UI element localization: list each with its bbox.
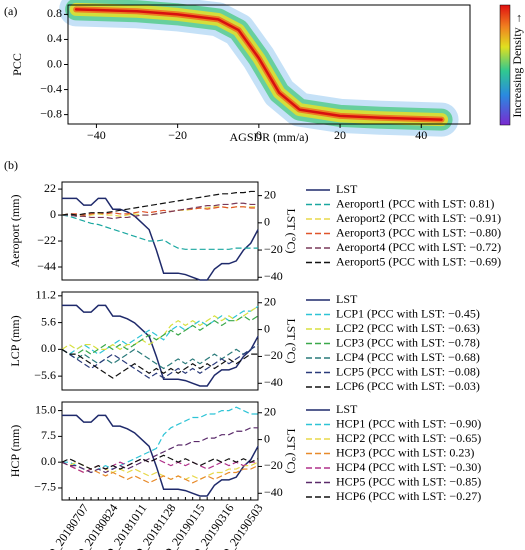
x-tick-label: −40: [87, 128, 106, 142]
x-tick-label: 40: [415, 128, 427, 142]
y2-tick-label: −40: [264, 485, 283, 499]
y2-tick-label: 0: [264, 215, 270, 229]
panel-label: (a): [4, 4, 17, 18]
legend-label: LST: [336, 402, 358, 416]
legend-label: LCP4 (PCC with LST: −0.68): [336, 350, 480, 364]
legend-label: LST: [336, 292, 358, 306]
y-tick-label: −7.5: [34, 480, 56, 494]
y2-tick-label: 20: [264, 294, 276, 308]
legend-label: LCP2 (PCC with LST: −0.63): [336, 321, 480, 335]
x-tick-label: 20: [334, 128, 346, 142]
series-line: [62, 202, 258, 220]
y-tick-label: −0.4: [40, 81, 62, 95]
series-line: [61, 214, 258, 250]
legend-label: HCP4 (PCC with LST: −0.30): [336, 460, 481, 474]
series-line: [61, 206, 258, 216]
y2-tick-label: −40: [264, 269, 283, 283]
y-tick-label: 5.6: [41, 314, 56, 328]
legend-label: LCP5 (PCC with LST: −0.08): [336, 364, 480, 378]
series-line: [61, 344, 259, 379]
y-tick-label: −22: [37, 233, 56, 247]
y2-axis-label: LST (°C): [284, 209, 298, 254]
legend-label: Aeroport4 (PCC with LST: −0.72): [336, 240, 501, 254]
series-line: [61, 461, 259, 484]
y-tick-label: 0.0: [47, 56, 62, 70]
legend-label: Aeroport1 (PCC with LST: 0.81): [336, 196, 494, 210]
plot-frame: [61, 401, 259, 501]
legend-label: LCP6 (PCC with LST: −0.03): [336, 379, 480, 393]
y-tick-label: −0.8: [40, 106, 62, 120]
y-tick-label: 0.8: [47, 6, 62, 20]
series-line: [62, 414, 259, 497]
x-tick-label: −20: [168, 128, 187, 142]
series-line: [61, 305, 259, 351]
y-tick-label: 0: [50, 207, 56, 221]
y-tick-label: 0.0: [41, 341, 56, 355]
y2-tick-label: 20: [264, 187, 276, 201]
legend-label: HCP3 (PCC with LST: 0.23): [336, 445, 474, 459]
colorbar-label: Increasing Density →: [510, 12, 524, 117]
y2-axis-label: LST (°C): [284, 319, 298, 364]
y2-tick-label: −40: [264, 375, 283, 389]
colorbar: [499, 4, 511, 126]
y-axis-label: HCP (mm): [8, 425, 22, 478]
density-band: [74, 8, 443, 121]
y-axis-label: LCP (mm): [8, 315, 22, 366]
legend-label: Aeroport3 (PCC with LST: −0.80): [336, 225, 501, 239]
x-tick-label: 0: [256, 128, 262, 142]
series-line: [61, 454, 259, 470]
y2-tick-label: −20: [264, 242, 283, 256]
series-line: [61, 458, 258, 474]
y-axis-label: PCC: [10, 53, 24, 76]
plot-frame: [61, 291, 259, 391]
y-tick-label: 15.0: [35, 402, 56, 416]
y2-tick-label: −20: [264, 348, 283, 362]
y-tick-label: −5.6: [34, 368, 56, 382]
y2-axis-label: LST (°C): [284, 429, 298, 474]
legend-label: LCP3 (PCC with LST: −0.78): [336, 335, 480, 349]
legend-label: LST: [336, 182, 358, 196]
series-line: [61, 315, 259, 355]
y2-tick-label: −20: [264, 458, 283, 472]
legend-label: HCP2 (PCC with LST: −0.65): [336, 431, 481, 445]
y2-tick-label: 20: [264, 404, 276, 418]
series-line: [62, 304, 259, 387]
series-line: [61, 190, 258, 216]
series-line: [62, 406, 258, 474]
y-tick-label: 7.5: [41, 428, 56, 442]
legend-label: Aeroport5 (PCC with LST: −0.69): [336, 254, 501, 268]
plot-frame: [61, 181, 259, 281]
y-tick-label: 0.4: [47, 31, 62, 45]
legend-label: LCP1 (PCC with LST: −0.45): [336, 306, 480, 320]
legend-label: Aeroport2 (PCC with LST: −0.91): [336, 211, 501, 225]
series-line: [62, 197, 259, 281]
series-line: [61, 348, 258, 379]
legend-label: HCP5 (PCC with LST: −0.85): [336, 474, 481, 488]
y2-tick-label: 0: [264, 321, 270, 335]
y-tick-label: −44: [37, 259, 56, 273]
y-tick-label: 0.0: [41, 454, 56, 468]
y2-tick-label: 0: [264, 431, 270, 445]
x-axis-label: AGSDR (mm/a): [230, 130, 309, 144]
y-tick-label: 11.2: [35, 288, 56, 302]
y-axis-label: Aeroport (mm): [8, 195, 22, 268]
legend-label: HCP1 (PCC with LST: −0.90): [336, 416, 481, 430]
y-tick-label: 22: [44, 181, 56, 195]
series-line: [61, 305, 259, 355]
series-line: [61, 344, 259, 370]
legend-label: HCP6 (PCC with LST: −0.27): [336, 489, 481, 503]
panel-label: (b): [4, 158, 18, 172]
